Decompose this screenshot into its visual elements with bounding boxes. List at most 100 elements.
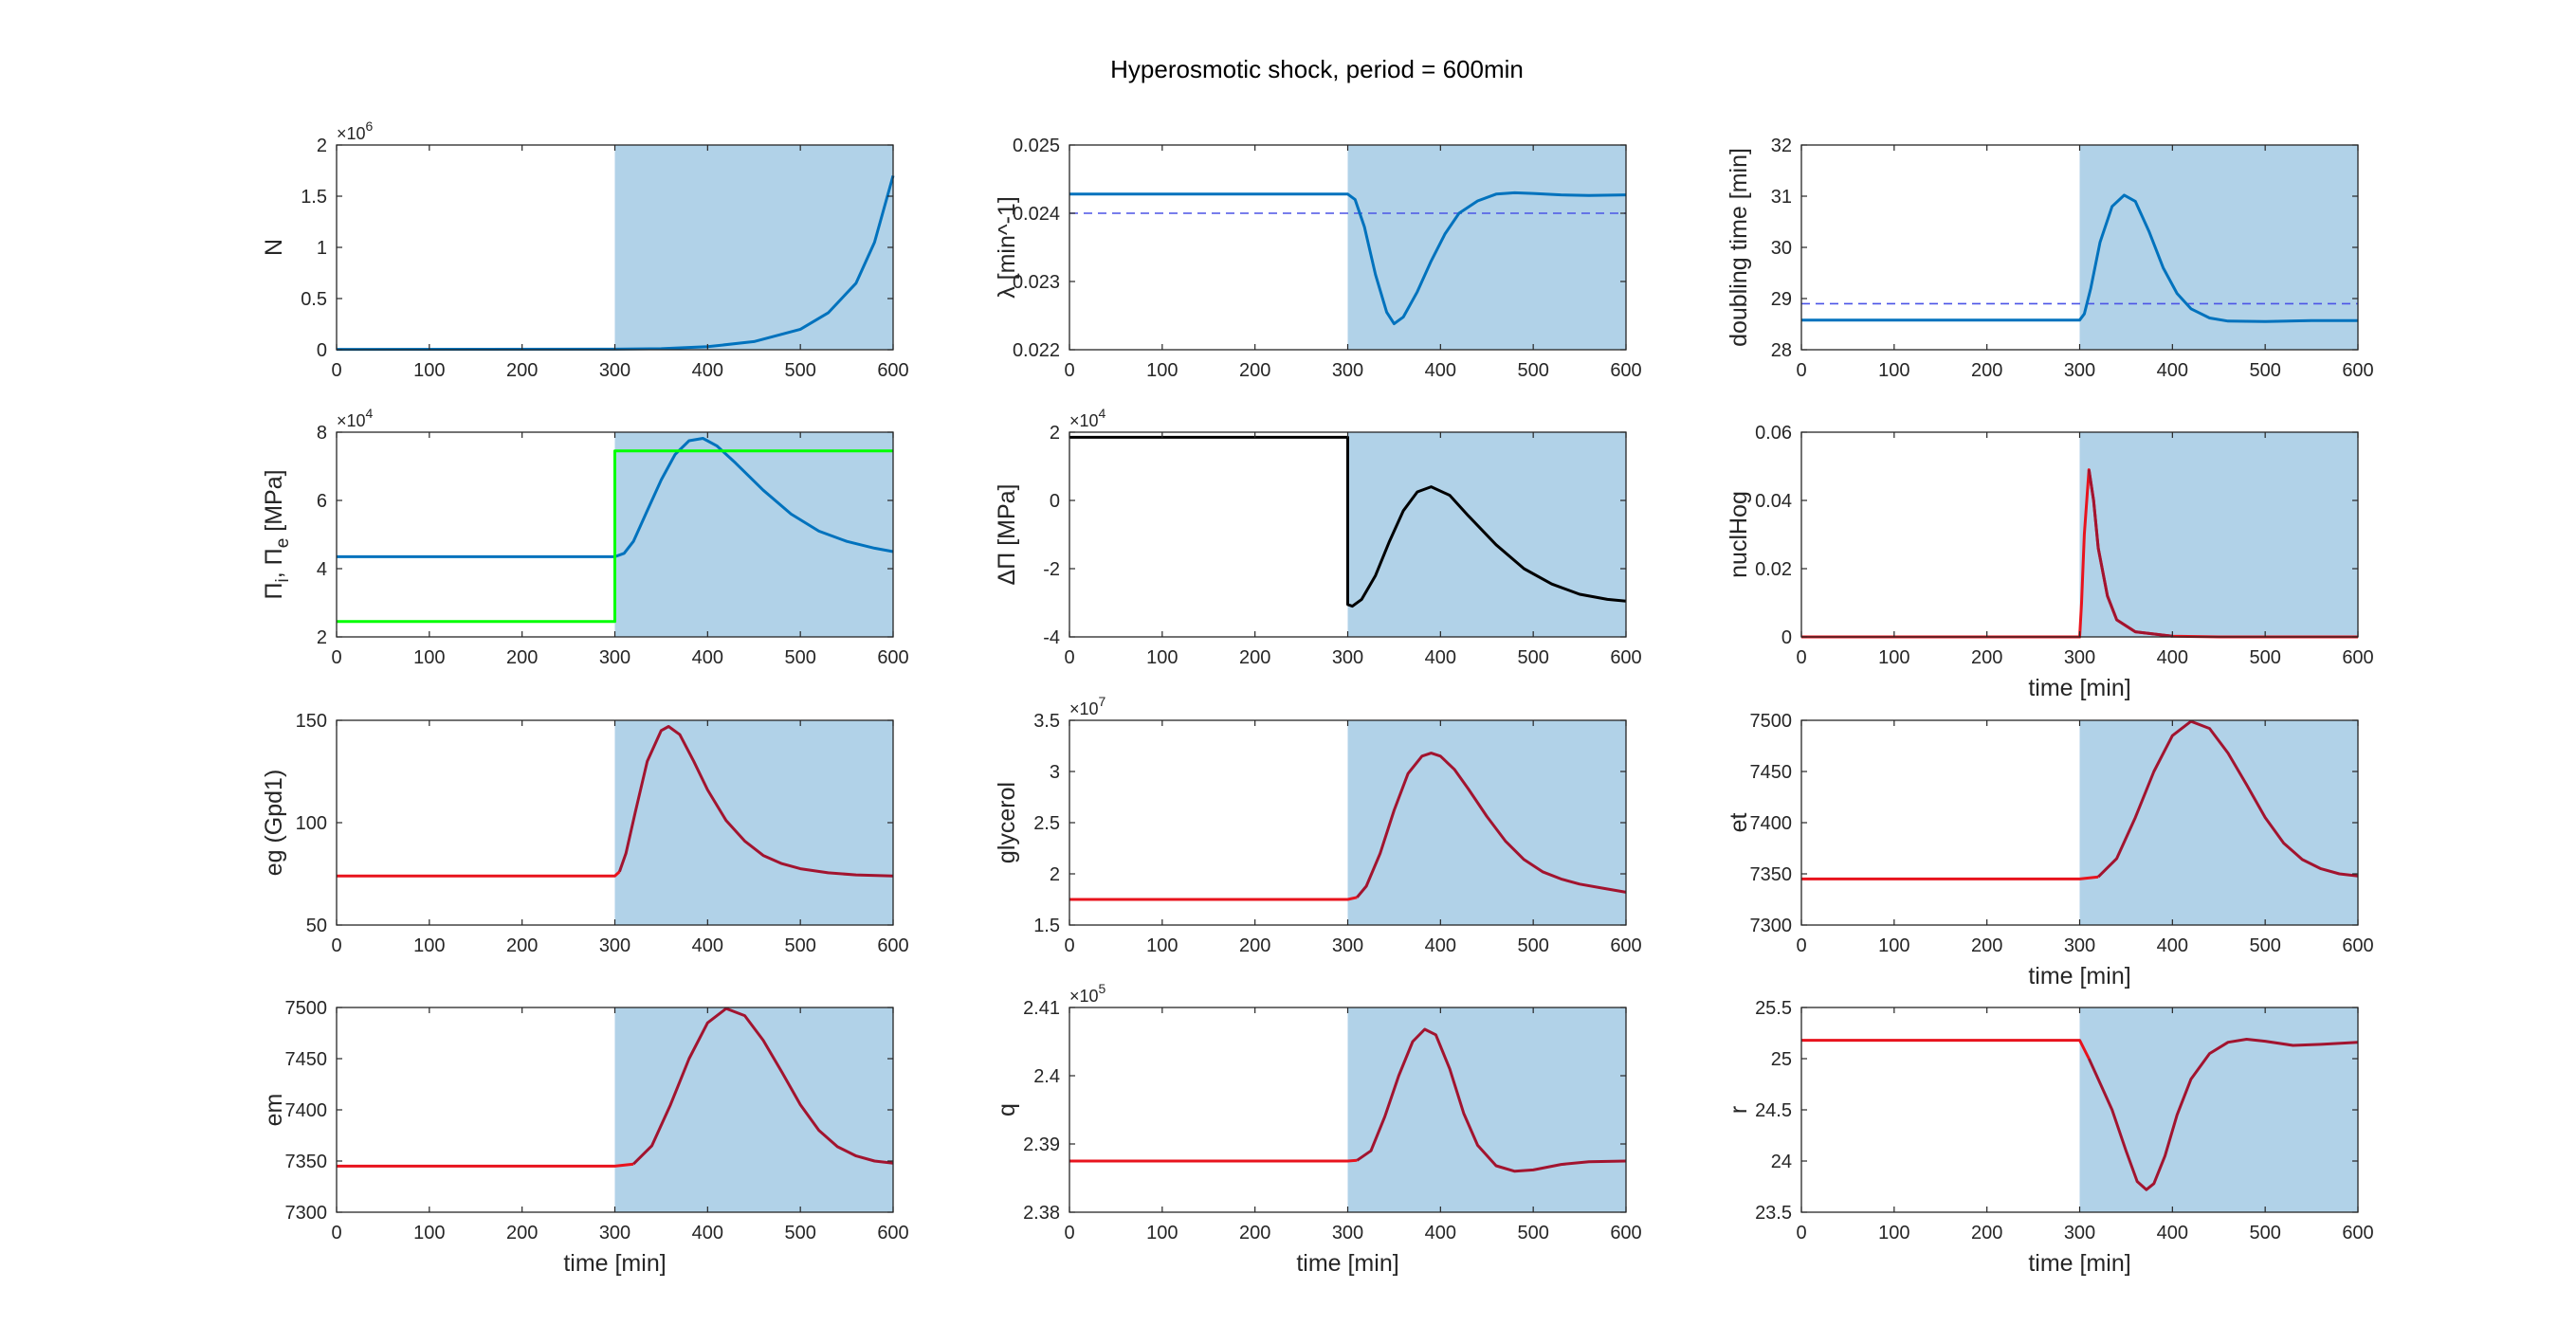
y-tick-label: 0.023 [1013, 272, 1060, 293]
series-line-1 [1801, 193, 2358, 323]
y-tick-label: 7400 [285, 1100, 328, 1121]
y-tick-label: 6 [317, 491, 327, 512]
y-tick-label: 0.04 [1755, 491, 1792, 512]
y-tick-label: 100 [296, 813, 327, 834]
figure-title: Hyperosmotic shock, period = 600min [1110, 55, 1524, 83]
subplot-q: 0 100 200 300 400 500 600 2.38 2.39 2.4 2.41 ×105 q t… [994, 981, 1642, 1277]
x-tick-label: 200 [506, 647, 538, 668]
x-tick-label: 500 [2249, 1223, 2280, 1243]
x-tick-label: 200 [1971, 647, 2002, 668]
x-tick-label: 400 [692, 1223, 723, 1243]
y-tick-label: 2.41 [1023, 998, 1060, 1019]
y-tick-label: 0.022 [1013, 340, 1060, 361]
series-line-1 [1069, 896, 1358, 901]
y-axis-label: doubling time [min] [1726, 148, 1752, 347]
x-tick-label: 100 [1878, 360, 1909, 381]
y-exponent-label: ×104 [337, 406, 374, 430]
x-tick-label: 100 [413, 360, 445, 381]
x-tick-label: 0 [1796, 935, 1806, 956]
x-tick-label: 300 [2064, 1223, 2095, 1243]
shaded-region [2079, 720, 2358, 925]
x-tick-label: 500 [1517, 360, 1548, 381]
y-axis-label: nuclHog [1726, 491, 1752, 578]
x-tick-label: 500 [784, 647, 815, 668]
y-axis-label: Πi, Πe [MPa] [261, 469, 293, 599]
x-tick-label: 400 [2157, 647, 2188, 668]
x-tick-label: 400 [2157, 360, 2188, 381]
shaded-region [1347, 1007, 1626, 1212]
y-tick-label: 24.5 [1755, 1100, 1792, 1121]
y-tick-label: 24 [1771, 1152, 1792, 1172]
x-tick-label: 600 [877, 647, 908, 668]
x-tick-label: 300 [599, 935, 630, 956]
x-tick-label: 300 [2064, 935, 2095, 956]
y-tick-label: 0.5 [301, 289, 327, 310]
y-tick-label: 7350 [285, 1152, 328, 1172]
y-tick-label: 0.06 [1755, 423, 1792, 444]
shaded-region [2079, 1007, 2358, 1212]
x-tick-label: 600 [2342, 1223, 2373, 1243]
x-tick-label: 0 [1064, 360, 1074, 381]
x-tick-label: 400 [1425, 647, 1456, 668]
y-tick-label: 7300 [1750, 916, 1793, 936]
series-line-2 [337, 449, 893, 624]
x-tick-label: 500 [1517, 647, 1548, 668]
y-tick-label: 28 [1771, 340, 1792, 361]
x-tick-label: 0 [331, 647, 341, 668]
x-tick-label: 500 [1517, 1223, 1548, 1243]
x-tick-label: 600 [2342, 935, 2373, 956]
x-tick-label: 100 [413, 935, 445, 956]
y-tick-label: 31 [1771, 187, 1792, 208]
y-axis-label: ΔΠ [MPa] [994, 484, 1020, 586]
y-tick-label: 1 [317, 238, 327, 259]
y-tick-label: -2 [1043, 559, 1060, 580]
y-axis-label: em [261, 1094, 287, 1127]
x-tick-label: 0 [1796, 647, 1806, 668]
y-tick-label: 2.5 [1033, 813, 1060, 834]
x-tick-label: 200 [1239, 360, 1270, 381]
x-tick-label: 100 [1878, 647, 1909, 668]
y-tick-label: 2.39 [1023, 1134, 1060, 1155]
y-tick-label: 1.5 [301, 187, 327, 208]
x-tick-label: 200 [506, 360, 538, 381]
x-tick-label: 300 [1332, 935, 1363, 956]
x-tick-label: 400 [692, 935, 723, 956]
x-tick-label: 600 [877, 935, 908, 956]
x-tick-label: 100 [413, 647, 445, 668]
x-tick-label: 0 [1064, 935, 1074, 956]
y-axis-label: glycerol [994, 782, 1020, 863]
y-tick-label: 7350 [1750, 864, 1793, 885]
y-tick-label: 50 [306, 916, 327, 936]
y-tick-label: 7450 [1750, 762, 1793, 783]
x-tick-label: 600 [877, 1223, 908, 1243]
x-tick-label: 100 [1878, 935, 1909, 956]
y-tick-label: 29 [1771, 289, 1792, 310]
x-tick-label: 400 [1425, 360, 1456, 381]
subplot-em: 0 100 200 300 400 500 600 7300 7350 7400 7450 7500 e… [261, 998, 909, 1277]
x-tick-label: 300 [599, 360, 630, 381]
x-tick-label: 0 [1064, 1223, 1074, 1243]
x-tick-label: 200 [1239, 1223, 1270, 1243]
x-tick-label: 100 [1146, 360, 1178, 381]
x-tick-label: 300 [599, 647, 630, 668]
x-tick-label: 200 [506, 1223, 538, 1243]
series-line-2 [2097, 719, 2359, 879]
y-axis-label: eg (Gpd1) [261, 770, 287, 877]
x-tick-label: 300 [2064, 647, 2095, 668]
y-tick-label: 7500 [285, 998, 328, 1019]
series-line-2 [617, 725, 894, 878]
x-tick-label: 300 [2064, 360, 2095, 381]
x-tick-label: 500 [784, 1223, 815, 1243]
x-tick-label: 200 [1971, 1223, 2002, 1243]
x-tick-label: 0 [1796, 1223, 1806, 1243]
subplot-eg: 0 100 200 300 400 500 600 50 100 150 eg (Gpd1) [261, 711, 909, 956]
x-tick-label: 400 [2157, 935, 2188, 956]
x-tick-label: 500 [1517, 935, 1548, 956]
series-line-2 [2087, 1038, 2359, 1191]
y-axis-label: λ [min^-1] [994, 196, 1020, 299]
y-tick-label: 7400 [1750, 813, 1793, 834]
x-tick-label: 0 [331, 1223, 341, 1243]
y-tick-label: 0.024 [1013, 204, 1060, 225]
shaded-region [614, 720, 893, 925]
